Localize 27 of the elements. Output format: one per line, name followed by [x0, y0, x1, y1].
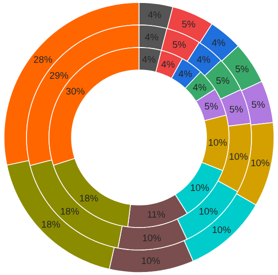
data-label: 29%: [50, 72, 68, 79]
data-label: 10%: [200, 208, 218, 215]
data-label: 18%: [42, 220, 60, 228]
data-label: 28%: [34, 56, 52, 63]
data-label: 5%: [230, 106, 243, 113]
data-label: 5%: [172, 41, 186, 48]
data-label: 4%: [178, 70, 192, 78]
data-label: 10%: [142, 234, 161, 242]
data-label: 4%: [193, 84, 206, 91]
data-label: 5%: [252, 101, 265, 108]
data-label: 5%: [182, 20, 196, 28]
data-label: 5%: [216, 77, 230, 84]
data-label: 4%: [161, 60, 175, 68]
data-label: 18%: [80, 194, 98, 202]
data-label: 4%: [196, 56, 210, 63]
data-label: 10%: [208, 139, 227, 146]
data-label: 5%: [236, 66, 249, 72]
data-label: 10%: [230, 153, 248, 160]
data-label: 5%: [204, 102, 218, 110]
data-label: 10%: [142, 257, 160, 264]
data-label: 18%: [60, 208, 79, 215]
data-label: 10%: [251, 159, 270, 166]
data-label: 10%: [190, 184, 209, 192]
data-label: 30%: [66, 88, 84, 95]
data-label: 11%: [148, 211, 165, 218]
data-label: 10%: [212, 226, 231, 234]
data-label: 4%: [212, 39, 226, 46]
